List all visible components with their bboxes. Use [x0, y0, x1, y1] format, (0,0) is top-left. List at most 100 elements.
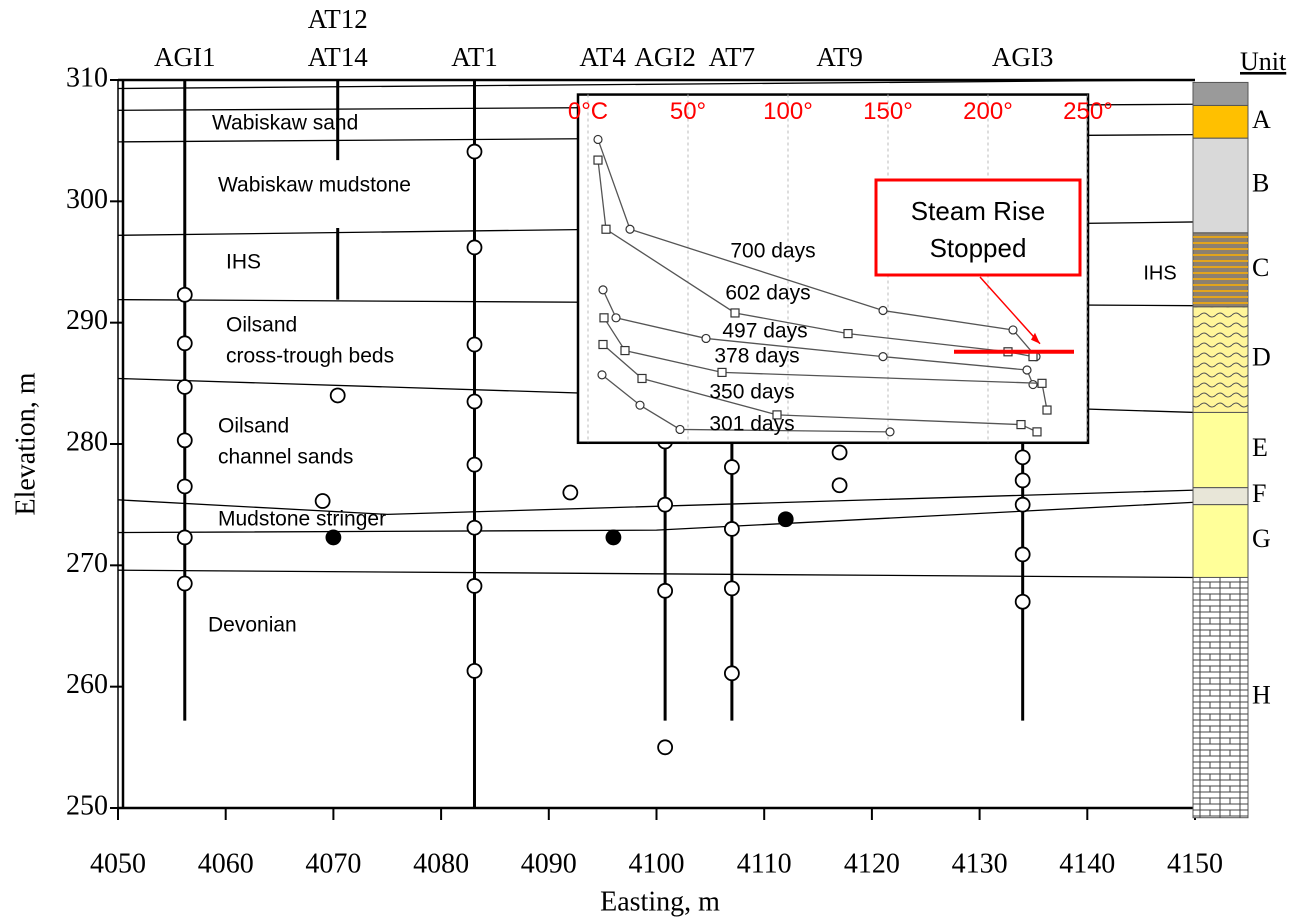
horizon-line	[117, 569, 1196, 579]
sensor-point	[723, 521, 740, 537]
x-tick-label: 4110	[737, 848, 792, 879]
unit-block	[1192, 504, 1249, 578]
sensor-point	[466, 519, 483, 536]
y-tick-label: 250	[66, 790, 108, 821]
sensor-point	[329, 387, 346, 404]
layer-label: cross-trough beds	[226, 345, 394, 368]
unit-pattern	[1193, 306, 1248, 413]
sensor-point	[466, 456, 483, 473]
well-label: AT12	[308, 4, 368, 34]
layer-label: channel sands	[218, 446, 353, 469]
sensor-point	[723, 665, 740, 682]
curve-marker	[878, 352, 888, 362]
curve-label: 378 days	[714, 345, 799, 368]
x-tick-label: 4060	[198, 848, 254, 879]
sensor-point	[1014, 472, 1031, 489]
curve-marker	[598, 285, 608, 295]
annotation-arrow	[979, 276, 1041, 345]
x-tick-label: 4100	[629, 848, 685, 879]
curve-label: 301 days	[709, 413, 794, 436]
curve-marker	[675, 424, 685, 435]
sensor-point	[1014, 546, 1031, 563]
unit-note: IHS	[1143, 262, 1176, 284]
sensor-point	[466, 336, 483, 353]
sensor-point	[723, 580, 740, 597]
annotation-text: Stopped	[930, 233, 1027, 263]
sensor-point	[1014, 593, 1031, 610]
curve-label: 602 days	[725, 282, 810, 305]
sensor-point	[657, 739, 674, 756]
layer-label: IHS	[226, 251, 261, 274]
unit-block	[1192, 411, 1249, 489]
curve-marker	[1016, 419, 1026, 430]
sensor-point	[176, 575, 193, 592]
sensor-point	[325, 529, 342, 546]
x-tick-label: 4130	[952, 848, 1008, 879]
curve-marker	[1032, 427, 1042, 437]
x-tick-label: 4070	[305, 848, 361, 879]
unit-block	[1192, 137, 1249, 234]
inset-tick-label: 150°	[863, 98, 913, 125]
annotation-arrowhead	[1031, 332, 1040, 344]
layer-label: Oilsand	[218, 415, 289, 438]
curve-marker	[620, 345, 630, 356]
well-label: AGI1	[154, 42, 216, 72]
curve-marker	[637, 373, 647, 384]
curve-marker	[1042, 405, 1052, 415]
inset-tick-label: 50°	[670, 98, 706, 125]
y-tick-label: 280	[66, 426, 108, 457]
annotation-box	[874, 178, 1082, 277]
horizon-line	[117, 501, 1196, 534]
sensor-point	[176, 379, 193, 395]
unit-label: C	[1252, 253, 1269, 282]
curve-marker	[597, 370, 607, 380]
inset-tick-label: 200°	[963, 98, 1013, 125]
sensor-point	[657, 582, 674, 599]
sensor-point	[562, 484, 579, 501]
curve-marker	[1008, 325, 1018, 335]
sensor-point	[657, 496, 674, 513]
layer-label: Wabiskaw mudstone	[218, 174, 411, 197]
unit-pattern	[1193, 577, 1248, 818]
curve-marker	[843, 328, 853, 339]
curve-marker	[1028, 379, 1038, 390]
sensor-point	[176, 335, 193, 352]
layer-label: Devonian	[208, 614, 297, 637]
x-tick-label: 4120	[844, 848, 900, 879]
y-tick-label: 310	[66, 62, 108, 93]
well-label: AT7	[709, 42, 756, 72]
curve-marker	[593, 134, 603, 145]
y-axis-title: Elevation, m	[10, 372, 41, 515]
curve-marker	[1022, 365, 1032, 375]
x-tick-label: 4050	[90, 848, 146, 879]
unit-label: E	[1252, 433, 1268, 462]
sensor-point	[176, 529, 193, 546]
x-tick-label: 4090	[521, 848, 577, 879]
sensor-point	[176, 286, 193, 303]
annotation-text: Steam Rise	[911, 196, 1045, 226]
sensor-point	[831, 444, 848, 461]
curve-marker	[772, 410, 782, 420]
x-tick-label: 4080	[413, 848, 469, 879]
sensor-point	[1014, 449, 1031, 466]
sensor-point	[466, 143, 483, 160]
curve-marker	[593, 155, 603, 165]
layer-label: Oilsand	[226, 314, 297, 337]
inset-tick-label: 0°C	[568, 98, 608, 125]
curve-marker	[598, 339, 608, 350]
curve-marker	[701, 333, 711, 344]
y-tick-label: 260	[66, 669, 108, 700]
x-tick-label: 4140	[1059, 848, 1115, 879]
curve-marker	[611, 313, 621, 323]
sensor-point	[176, 432, 193, 449]
sensor-point	[466, 239, 483, 256]
curve-label: 700 days	[730, 240, 815, 263]
curve-marker	[1028, 352, 1038, 362]
unit-pattern	[1193, 232, 1248, 307]
unit-block	[1192, 487, 1249, 506]
well-label: AGI2	[634, 42, 696, 72]
well-label: AT9	[816, 42, 863, 72]
curve-marker	[635, 400, 645, 410]
sensor-point	[723, 459, 740, 475]
